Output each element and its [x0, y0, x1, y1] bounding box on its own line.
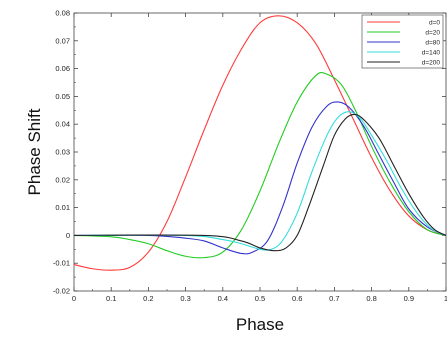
- y-tick-label: 0.05: [55, 92, 70, 101]
- y-tick-label: 0.07: [55, 36, 70, 45]
- legend-label: d=80: [425, 39, 440, 46]
- legend-label: d=20: [425, 29, 440, 36]
- legend: d=0 d=20 d=80 d=140 d=200: [361, 14, 444, 69]
- legend-label: d=140: [422, 49, 441, 56]
- x-tick-label: 0.6: [292, 294, 302, 303]
- y-axis-title: Phase Shift: [25, 108, 44, 195]
- x-tick-label: 0.2: [143, 294, 153, 303]
- series-line-d0: [73, 15, 447, 271]
- y-tick-label: 0.01: [55, 203, 70, 212]
- x-tick-label: 0.9: [404, 294, 414, 303]
- series-layer: [73, 15, 447, 271]
- series-line-d200: [73, 113, 447, 252]
- y-tick-label: 0.08: [55, 9, 70, 18]
- series-line-d20: [73, 71, 447, 259]
- x-tick-label: 0.7: [329, 294, 339, 303]
- legend-label: d=0: [429, 19, 440, 26]
- x-tick-label: 0.1: [106, 294, 116, 303]
- y-tick-label: 0.02: [55, 175, 70, 184]
- y-tick-label: 0.03: [55, 148, 70, 157]
- y-tick-label: 0.04: [55, 120, 70, 129]
- x-tick-label: 0.5: [255, 294, 265, 303]
- series-line-d80: [73, 101, 447, 255]
- axis-ticks: 0 0.1 0.2 0.3 0.4 0.5 0.6 0.7 0.8 0.9 1 -0.02 -0.01 0…: [53, 9, 447, 304]
- y-tick-label: -0.01: [53, 259, 70, 268]
- legend-label: d=200: [422, 59, 441, 66]
- series-line-d140: [73, 111, 447, 251]
- x-tick-label: 0.3: [180, 294, 190, 303]
- y-tick-label: 0.06: [55, 64, 70, 73]
- x-tick-label: 0.4: [218, 294, 228, 303]
- y-tick-label: -0.02: [53, 287, 70, 296]
- y-tick-label: 0: [66, 231, 70, 240]
- x-tick-label: 0.8: [366, 294, 376, 303]
- x-tick-label: 1: [444, 294, 447, 303]
- x-axis-title: Phase: [236, 315, 284, 334]
- x-tick-label: 0: [72, 294, 76, 303]
